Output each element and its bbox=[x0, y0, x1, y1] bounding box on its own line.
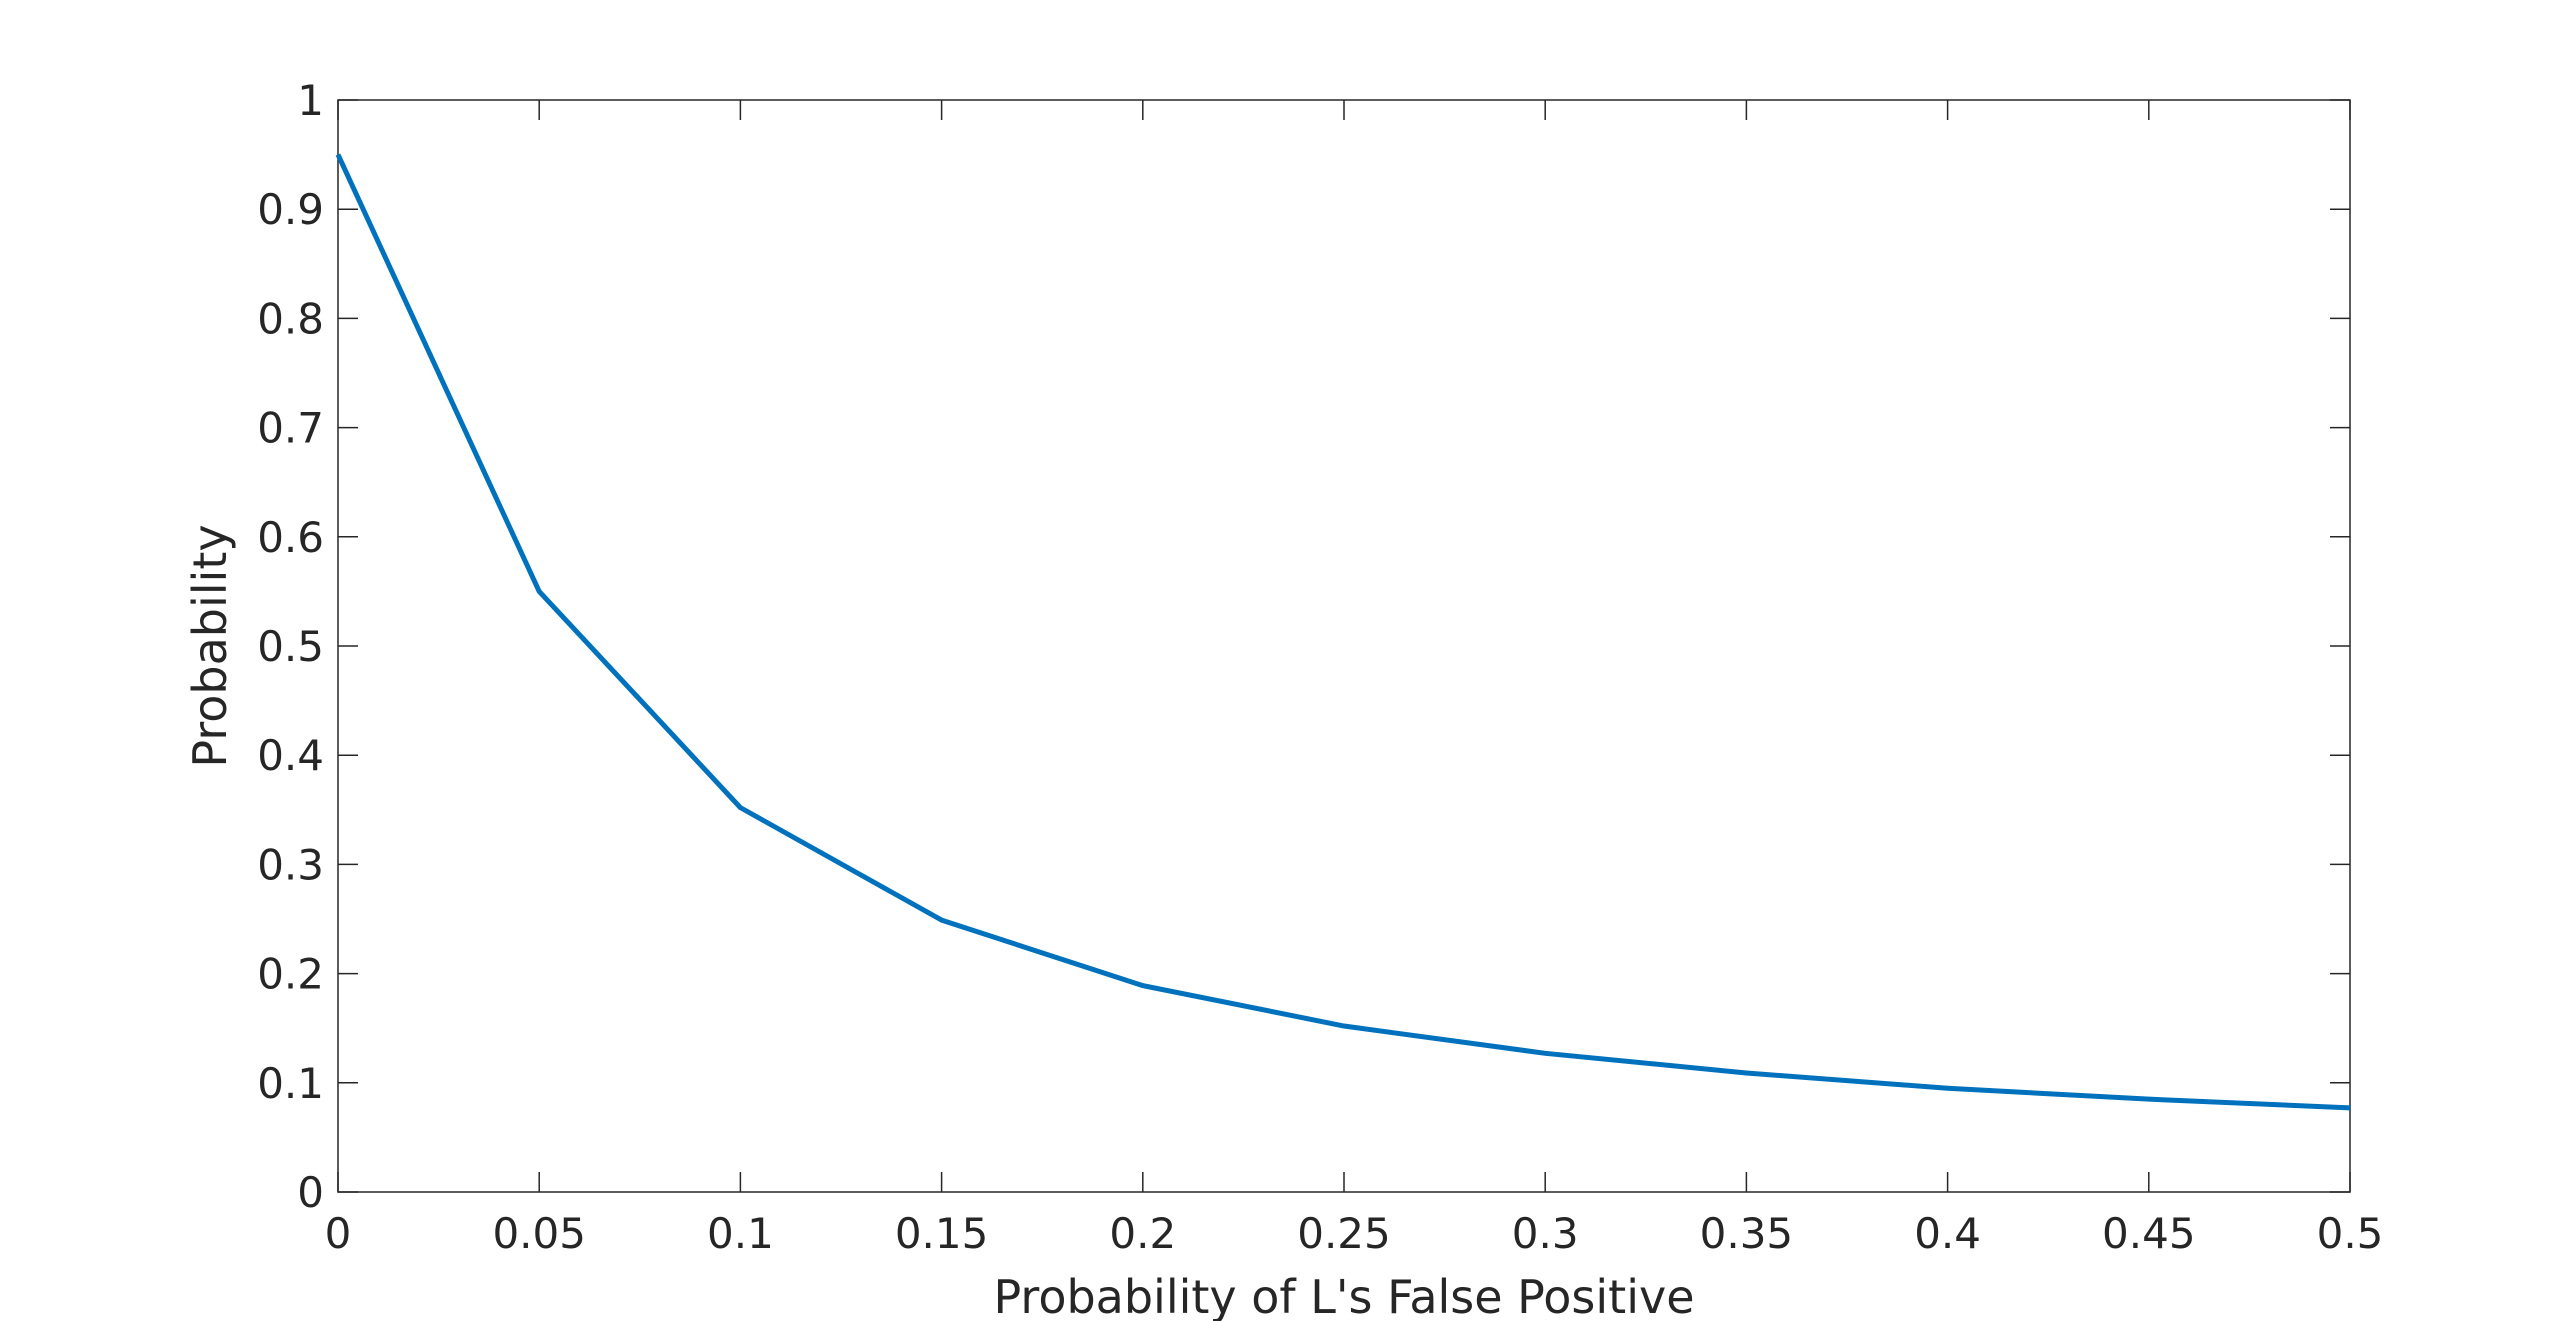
axis-ticks bbox=[337, 99, 2351, 1193]
series-layer bbox=[335, 153, 2351, 1111]
y-tick-label: 0.5 bbox=[257, 622, 324, 671]
plot-area bbox=[337, 99, 2351, 1193]
y-tick-label: 0 bbox=[297, 1168, 324, 1217]
tick-labels: 0 0.05 0.1 0.15 0.2 0.25 0.3 0.35 0.4 0.45 0.5 0 0.1… bbox=[257, 76, 2383, 1258]
y-axis-label: Probability bbox=[183, 524, 237, 767]
series-line bbox=[335, 153, 2351, 1111]
x-tick-label: 0.25 bbox=[1297, 1209, 1391, 1258]
y-tick-label: 0.2 bbox=[257, 950, 324, 999]
y-tick-label: 0.3 bbox=[257, 840, 324, 889]
x-tick-label: 0.4 bbox=[1914, 1209, 1981, 1258]
plot-box bbox=[337, 99, 2351, 1193]
y-tick-label: 0.1 bbox=[257, 1059, 324, 1108]
y-tick-label: 0.6 bbox=[257, 513, 324, 562]
x-tick-label: 0.1 bbox=[707, 1209, 774, 1258]
x-tick-label: 0.5 bbox=[2317, 1209, 2384, 1258]
x-tick-label: 0.15 bbox=[895, 1209, 989, 1258]
x-tick-label: 0.45 bbox=[2102, 1209, 2196, 1258]
y-tick-label: 0.7 bbox=[257, 404, 324, 453]
y-tick-label: 0.4 bbox=[257, 731, 324, 780]
x-tick-label: 0.3 bbox=[1512, 1209, 1579, 1258]
y-tick-label: 0.8 bbox=[257, 294, 324, 343]
x-axis-label: Probability of L's False Positive bbox=[993, 1270, 1694, 1321]
x-tick-label: 0.2 bbox=[1109, 1209, 1176, 1258]
y-tick-label: 0.9 bbox=[257, 185, 324, 234]
x-tick-label: 0.35 bbox=[1700, 1209, 1794, 1258]
y-tick-label: 1 bbox=[297, 76, 324, 125]
x-tick-label: 0.05 bbox=[492, 1209, 586, 1258]
x-tick-label: 0 bbox=[325, 1209, 352, 1258]
